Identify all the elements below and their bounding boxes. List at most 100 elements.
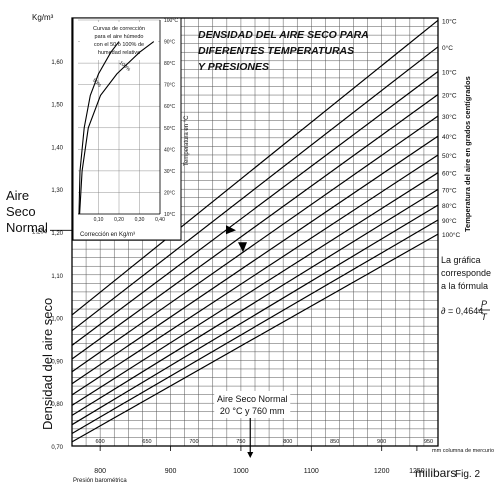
inset-x-tick: 0,40 xyxy=(155,217,165,223)
series-line-70 xyxy=(71,188,439,416)
right-axis-label: Temperatura del aire en grados centígrad… xyxy=(463,76,472,232)
inset-curve-label: 50% xyxy=(91,78,103,90)
series-line-80 xyxy=(71,204,439,426)
mercury-tick-label: 850 xyxy=(330,439,339,445)
series-line-20 xyxy=(71,94,439,360)
axis-labels: 1,60 1,50 1,40 1,30 1,20 1,10 1,00 0,90 0,80 0,70… xyxy=(6,13,494,484)
x-tick-label: 1250 xyxy=(409,468,425,475)
series-line-100 xyxy=(71,233,439,443)
inset-temp-tick: 90°C xyxy=(164,40,176,46)
series-line--10 xyxy=(71,19,439,316)
inset-temp-tick: 50°C xyxy=(164,126,176,132)
mercury-tick-label: 700 xyxy=(189,439,198,445)
mercury-tick-label: 950 xyxy=(424,439,433,445)
y-tick-label: 0,70 xyxy=(51,445,63,451)
mercury-tick-label: 750 xyxy=(236,439,245,445)
mercury-tick-label: 600 xyxy=(96,439,105,445)
series-line-40 xyxy=(71,135,439,385)
inset-temp-tick: 20°C xyxy=(164,190,176,196)
figure-label: Fig. 2 xyxy=(455,469,480,480)
inset-temp-tick: 80°C xyxy=(164,61,176,67)
y-special-label: 1.204 xyxy=(32,229,48,235)
series-line-30 xyxy=(71,115,439,373)
chart-title: DIFERENTES TEMPERATURAS xyxy=(198,45,354,57)
series-label: 0°C xyxy=(442,44,453,52)
y-unit-label: Kg/m³ xyxy=(32,13,54,22)
aire-seco-normal-left-label: Normal xyxy=(6,220,48,235)
formula-caption: a la fórmula xyxy=(441,281,488,291)
formula-caption: La gráfica xyxy=(441,255,481,265)
series-label: 30°C xyxy=(442,113,457,121)
inset-title: Curvas de corrección xyxy=(93,26,145,32)
series-label: 60°C xyxy=(442,170,457,178)
inset-curve xyxy=(79,41,155,215)
inset-temp-tick: 70°C xyxy=(164,83,176,89)
inset-title: con el 50 ó 100% de xyxy=(94,42,144,48)
series-label: 40°C xyxy=(442,133,457,141)
y-axis-label: Densidad del aire seco xyxy=(40,298,55,430)
formula-numerator: P xyxy=(481,299,487,309)
inset-temp-tick: 60°C xyxy=(164,104,176,110)
series-label: 20°C xyxy=(442,92,457,100)
y-tick-label: 1,60 xyxy=(51,60,63,66)
inset-curve xyxy=(78,41,120,215)
x-axis-label: Presión barométrica xyxy=(73,478,127,484)
formula-denominator: T xyxy=(481,312,488,322)
inset-temp-tick: 40°C xyxy=(164,147,176,153)
mercury-axis-label: mm columna de mercurio xyxy=(432,448,494,454)
inset-title-bg xyxy=(80,22,158,60)
inset-temp-tick: 100°C xyxy=(164,18,178,24)
inset-x-tick: 0,30 xyxy=(135,217,145,223)
temperature-lines: 10°C 0°C 10°C 20°C 30°C 40°C 50°C 60°C 70°C 80°C 9… xyxy=(71,17,460,443)
x-tick-label: 900 xyxy=(165,468,177,475)
mercury-tick-label: 900 xyxy=(377,439,386,445)
inset-temp-label: Temperatura en °C xyxy=(184,115,190,166)
series-label: 100°C xyxy=(442,231,460,239)
y-tick-label: 0,90 xyxy=(51,359,63,365)
y-tick-label: 1,40 xyxy=(51,145,63,151)
x-tick-label: 1000 xyxy=(233,468,249,475)
inset-title: humedad relativa xyxy=(98,50,141,56)
series-line-10 xyxy=(71,71,439,346)
mercury-tick-label: 800 xyxy=(283,439,292,445)
inset-x-label: Corrección en Kg/m³ xyxy=(80,232,135,238)
formula-lhs: ∂ = 0,4644 xyxy=(441,306,483,316)
series-line-90 xyxy=(71,219,439,435)
formula-caption: corresponde xyxy=(441,268,491,278)
inset-x-tick: 0,10 xyxy=(94,217,104,223)
series-line-50 xyxy=(71,154,439,396)
plot-frame xyxy=(71,17,439,447)
series-label: 80°C xyxy=(442,202,457,210)
series-label: 10°C xyxy=(442,17,457,25)
y-tick-label: 0,80 xyxy=(51,402,63,408)
series-label: 50°C xyxy=(442,152,457,160)
x-axis-unit: milibars xyxy=(415,466,456,480)
inset-temp-tick: 10°C xyxy=(164,212,176,218)
series-line-60 xyxy=(71,172,439,406)
series-label: 70°C xyxy=(442,186,457,194)
inset-title: para el aire húmedo xyxy=(95,34,144,40)
series-line-0 xyxy=(71,46,439,332)
normal-pressure-arrow xyxy=(247,452,254,458)
x-tick-label: 1200 xyxy=(374,468,390,475)
series-label: 90°C xyxy=(442,217,457,225)
mercury-tick-label: 650 xyxy=(142,439,151,445)
y-tick-label: 1,50 xyxy=(51,103,63,109)
normal-annotation-bg xyxy=(214,391,291,418)
inset-temp-tick: 30°C xyxy=(164,169,176,175)
inset-x-tick: 0,20 xyxy=(114,217,124,223)
y-tick-label: 1,20 xyxy=(51,231,63,237)
y-tick-label: 1,00 xyxy=(51,317,63,323)
series-label: 10°C xyxy=(442,69,457,77)
chart-title: DENSIDAD DEL AIRE SECO PARA xyxy=(198,29,369,41)
x-tick-label: 1100 xyxy=(304,468,319,475)
reference-arrow-right xyxy=(226,225,236,235)
x-tick-label: 800 xyxy=(94,468,106,475)
normal-annotation-text: 20 °C y 760 mm xyxy=(220,406,285,416)
chart-title: Y PRESIONES xyxy=(198,61,269,73)
reference-arrow-down xyxy=(238,242,247,253)
aire-seco-normal-left-label: Seco xyxy=(6,204,36,219)
y-tick-label: 1,30 xyxy=(51,188,63,194)
